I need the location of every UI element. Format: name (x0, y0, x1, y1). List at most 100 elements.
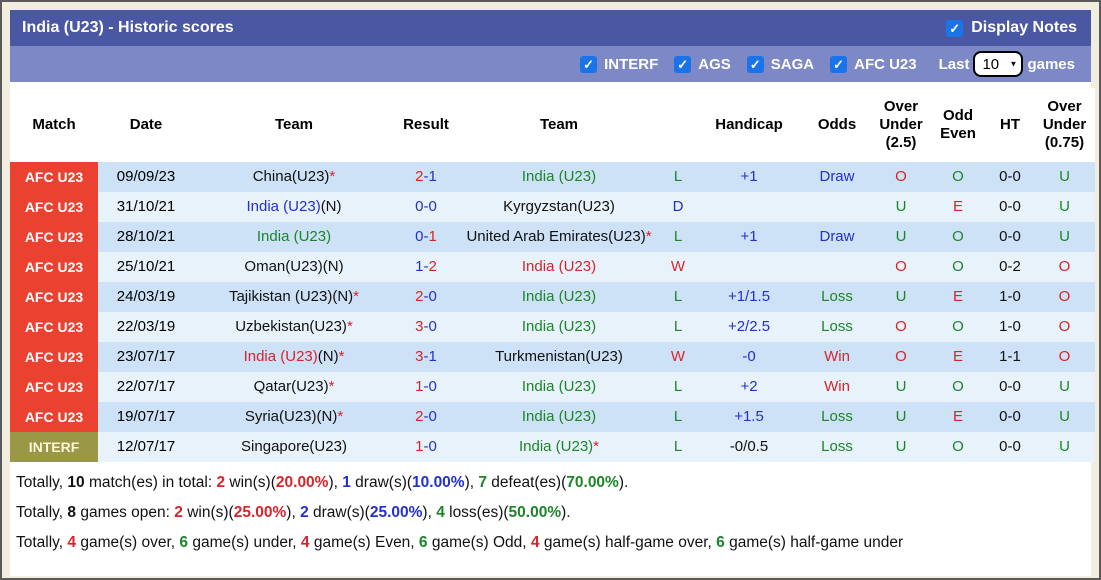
filter-checkbox-interf[interactable]: ✓ (580, 55, 598, 73)
display-notes-label: Display Notes (971, 19, 1077, 36)
cell-ht: 0-2 (986, 252, 1034, 282)
text-segment: Totally, (16, 474, 68, 491)
cell-value: O (1058, 348, 1071, 365)
filter-label: SAGA (770, 55, 815, 73)
text-segment: 2 (174, 504, 183, 521)
cell-value: U (1059, 198, 1070, 215)
filter-item-afc-u23: ✓ AFC U23 (830, 55, 917, 73)
cell-odd-even: E (930, 342, 986, 372)
cell-date: 31/10/21 (98, 192, 194, 222)
cell-value: O (952, 168, 964, 185)
text-segment: India (U23) (521, 168, 597, 185)
cell-value: O (952, 258, 964, 275)
competition-badge: AFC U23 (10, 342, 98, 372)
competition-filter-group: ✓ INTERF ✓ AGS ✓ SAGA ✓ AFC U23 (580, 55, 933, 73)
column-header-team-away: Team (458, 88, 660, 162)
cell-over-under-25: U (872, 432, 930, 462)
competition-badge: AFC U23 (10, 252, 98, 282)
cell-home-team: India (U23)(N)* (194, 342, 394, 372)
cell-over-under-075: U (1034, 222, 1095, 252)
cell-over-under-075: O (1034, 282, 1095, 312)
cell-result-letter: L (660, 372, 696, 402)
cell-value: Loss (821, 438, 853, 455)
cell-away-team: United Arab Emirates(U23)* (458, 222, 660, 252)
cell-odds: Loss (802, 282, 872, 312)
text-segment: win(s)( (182, 504, 234, 521)
last-games-group: Last 10 ▼ games (939, 51, 1075, 77)
text-segment: 25.00% (233, 504, 287, 521)
text-segment: * (353, 288, 360, 305)
cell-over-under-25: O (872, 312, 930, 342)
cell-value: 0-0 (999, 198, 1021, 215)
cell-odds: Draw (802, 162, 872, 192)
cell-value: W (670, 258, 686, 275)
cell-over-under-25: U (872, 402, 930, 432)
column-header-match: Match (10, 88, 98, 162)
competition-badge: AFC U23 (10, 192, 98, 222)
cell-over-under-25: O (872, 252, 930, 282)
cell-value: L (673, 228, 683, 245)
cell-odds: Loss (802, 312, 872, 342)
cell-ht: 1-0 (986, 282, 1034, 312)
cell-over-under-075: O (1034, 342, 1095, 372)
cell-away-team: Kyrgyzstan(U23) (458, 192, 660, 222)
cell-result-letter: L (660, 222, 696, 252)
column-header-result: Result (394, 88, 458, 162)
text-segment: China(U23) (252, 168, 330, 185)
filter-checkbox-ags[interactable]: ✓ (674, 55, 692, 73)
cell-result: 0-1 (394, 222, 458, 252)
cell-odds: Draw (802, 222, 872, 252)
cell-value: O (952, 318, 964, 335)
cell-home-team: Singapore(U23) (194, 432, 394, 462)
filter-checkbox-afc-u23[interactable]: ✓ (830, 55, 848, 73)
text-segment: Kyrgyzstan(U23) (503, 198, 615, 215)
text-segment: ), (464, 474, 479, 491)
cell-date: 24/03/19 (98, 282, 194, 312)
cell-value: 1-0 (999, 318, 1021, 335)
text-segment: 0-0 (415, 198, 437, 215)
display-notes-group: ✓ Display Notes (946, 19, 1077, 37)
cell-value: Win (824, 378, 850, 395)
filter-checkbox-saga[interactable]: ✓ (746, 55, 764, 73)
text-segment: 8 (67, 504, 77, 521)
summary-line: Totally, 10 match(es) in total: 2 win(s)… (16, 468, 1085, 498)
text-segment: * (337, 408, 344, 425)
cell-handicap: +2 (696, 372, 802, 402)
cell-value: E (952, 408, 963, 425)
cell-value: Loss (821, 408, 853, 425)
column-header-odd-even: Odd Even (930, 88, 986, 162)
text-segment: Totally, (16, 504, 68, 521)
cell-odd-even: O (930, 372, 986, 402)
cell-result-letter: W (660, 252, 696, 282)
cell-over-under-25: U (872, 222, 930, 252)
cell-value: 0-0 (999, 378, 1021, 395)
cell-result-letter: W (660, 342, 696, 372)
historic-scores-table: Match Date Team Result Team Handicap Odds Over … (10, 88, 1095, 462)
cell-odd-even: O (930, 312, 986, 342)
cell-value: L (673, 318, 683, 335)
text-segment: 1 (415, 378, 424, 395)
text-segment: 2 (415, 288, 424, 305)
cell-value: O (895, 168, 907, 185)
text-segment: 4 (300, 534, 310, 551)
cell-home-team: Syria(U23)(N)* (194, 402, 394, 432)
cell-value: -0/0.5 (729, 438, 769, 455)
text-segment: Totally, (16, 534, 68, 551)
games-count-select[interactable]: 10 (973, 51, 1024, 77)
cell-over-under-25: O (872, 162, 930, 192)
cell-value: L (673, 288, 683, 305)
cell-handicap: -0/0.5 (696, 432, 802, 462)
cell-ht: 0-0 (986, 402, 1034, 432)
cell-date: 09/09/23 (98, 162, 194, 192)
display-notes-checkbox[interactable]: ✓ (946, 19, 964, 37)
cell-value: O (952, 438, 964, 455)
cell-value: U (1059, 408, 1070, 425)
cell-home-team: India (U23)(N) (194, 192, 394, 222)
cell-odds: Win (802, 372, 872, 402)
cell-value: U (895, 378, 907, 395)
text-segment: India (U23) (246, 198, 321, 215)
cell-result: 3-0 (394, 312, 458, 342)
cell-result: 1-0 (394, 372, 458, 402)
filter-bar: ✓ INTERF ✓ AGS ✓ SAGA ✓ AFC U23 Last 10 ▼ games (10, 46, 1091, 82)
cell-date: 22/03/19 (98, 312, 194, 342)
